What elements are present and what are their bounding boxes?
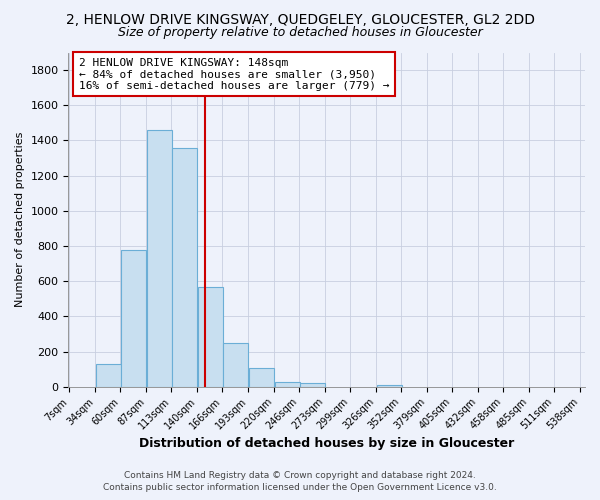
Text: 2, HENLOW DRIVE KINGSWAY, QUEDGELEY, GLOUCESTER, GL2 2DD: 2, HENLOW DRIVE KINGSWAY, QUEDGELEY, GLO… (65, 12, 535, 26)
Bar (96, 364, 121, 387)
Bar (121, 250, 146, 387)
Bar (223, 343, 248, 387)
Text: Size of property relative to detached houses in Gloucester: Size of property relative to detached ho… (118, 26, 482, 39)
Bar (275, 382, 300, 387)
Y-axis label: Number of detached properties: Number of detached properties (15, 132, 25, 308)
Bar (377, 385, 402, 387)
X-axis label: Distribution of detached houses by size in Gloucester: Distribution of detached houses by size … (139, 437, 514, 450)
Bar (299, 384, 325, 387)
Text: Contains HM Land Registry data © Crown copyright and database right 2024.
Contai: Contains HM Land Registry data © Crown c… (103, 471, 497, 492)
Bar (248, 368, 274, 387)
Bar (172, 148, 197, 387)
Bar (147, 130, 172, 387)
Text: 2 HENLOW DRIVE KINGSWAY: 148sqm
← 84% of detached houses are smaller (3,950)
16%: 2 HENLOW DRIVE KINGSWAY: 148sqm ← 84% of… (79, 58, 389, 90)
Bar (197, 286, 223, 387)
